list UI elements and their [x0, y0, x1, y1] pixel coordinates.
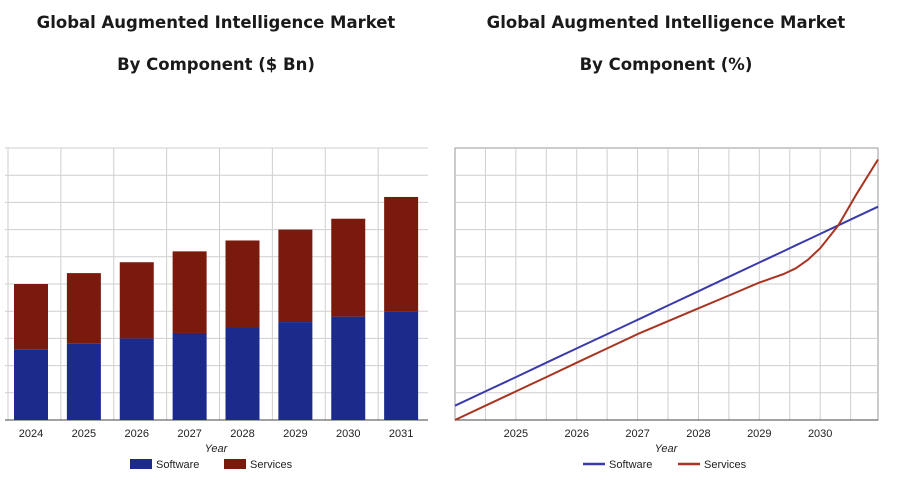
chart1-x-tick-label: 2030	[336, 428, 360, 440]
chart2-x-tick-label: 2030	[808, 428, 832, 440]
bar-software-2028	[225, 327, 260, 420]
bar-software-2029	[278, 322, 313, 420]
chart2-title: Global Augmented Intelligence Market	[486, 13, 846, 32]
bar-software-2027	[172, 332, 207, 420]
bar-services-2028	[225, 240, 260, 328]
chart1-legend-swatch-services	[224, 459, 246, 469]
bar-services-2025	[66, 273, 101, 344]
chart1-x-tick-label: 2024	[19, 428, 43, 440]
chart1-legend-swatch-software	[130, 459, 152, 469]
chart2-x-tick-label: 2026	[564, 428, 588, 440]
chart2-x-tick-label: 2027	[625, 428, 649, 440]
chart2-x-tick-label: 2025	[504, 428, 528, 440]
chart1-subtitle: By Component ($ Bn)	[117, 55, 315, 74]
bar-software-2030	[331, 316, 366, 420]
bar-services-2026	[119, 262, 154, 339]
chart2-x-tick-label: 2029	[747, 428, 771, 440]
chart1-legend-label-software: Software	[156, 459, 199, 471]
chart2-x-tick-label: 2028	[686, 428, 710, 440]
bar-software-2026	[119, 338, 154, 420]
chart1-legend-label-services: Services	[250, 459, 293, 471]
chart1-x-tick-label: 2028	[230, 428, 254, 440]
bar-services-2024	[14, 284, 48, 350]
chart2-legend-label-services: Services	[704, 459, 747, 471]
chart2-x-axis-title: Year	[655, 443, 679, 455]
bar-software-2031	[384, 311, 419, 420]
bar-services-2030	[331, 218, 366, 317]
line-services	[454, 158, 879, 421]
bar-services-2029	[278, 229, 313, 323]
chart2-subtitle: By Component (%)	[579, 55, 753, 74]
bar-services-2031	[384, 196, 419, 312]
bar-software-2024	[14, 349, 48, 420]
chart1-x-tick-label: 2029	[283, 428, 307, 440]
line-software	[454, 205, 879, 407]
chart2-legend-label-software: Software	[609, 459, 652, 471]
chart1-x-axis-title: Year	[205, 443, 229, 455]
chart1-x-tick-label: 2026	[125, 428, 149, 440]
chart1-title: Global Augmented Intelligence Market	[36, 13, 396, 32]
bar-services-2027	[172, 251, 207, 333]
chart1-x-tick-label: 2031	[389, 428, 413, 440]
bar-software-2025	[66, 343, 101, 420]
chart1-x-tick-label: 2027	[177, 428, 201, 440]
chart1-x-tick-label: 2025	[72, 428, 96, 440]
